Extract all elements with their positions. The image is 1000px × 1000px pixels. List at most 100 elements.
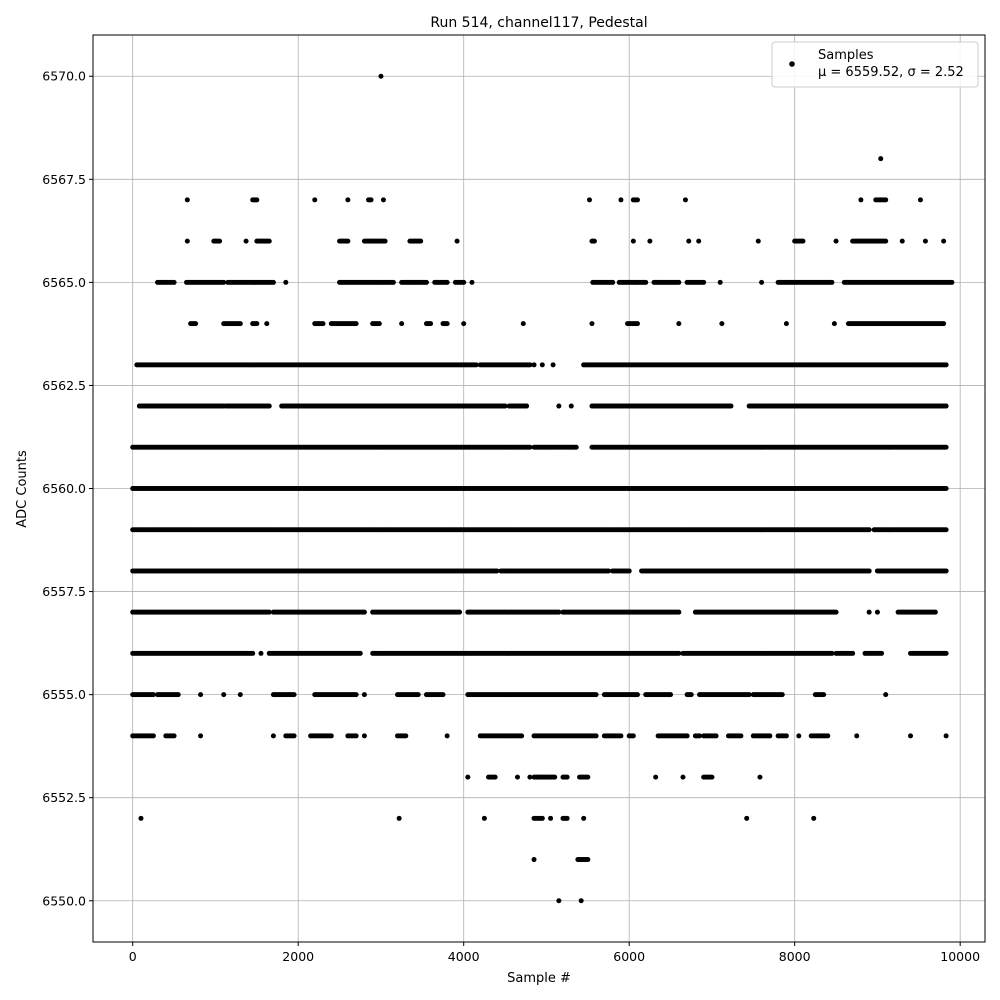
sample-point — [578, 898, 584, 904]
sample-point — [440, 692, 446, 698]
sample-point — [564, 774, 570, 780]
sample-point — [357, 650, 363, 656]
sample-point — [917, 197, 923, 203]
x-tick-label: 2000 — [282, 949, 314, 964]
y-tick-label: 6555.0 — [42, 687, 86, 702]
sample-point — [943, 568, 949, 574]
sample-point — [866, 527, 872, 533]
y-tick-label: 6550.0 — [42, 893, 86, 908]
sample-point — [874, 609, 880, 615]
sample-point — [250, 650, 256, 656]
sample-point — [701, 279, 707, 285]
sample-point — [198, 733, 204, 739]
sample-point — [492, 774, 498, 780]
y-tick-label: 6562.5 — [42, 378, 86, 393]
sample-point — [908, 733, 914, 739]
sample-point — [949, 279, 955, 285]
sample-point — [618, 197, 624, 203]
sample-point — [345, 197, 351, 203]
sample-point — [548, 815, 554, 821]
sample-point — [494, 568, 500, 574]
sample-point — [270, 733, 276, 739]
sample-point — [502, 403, 508, 409]
sample-point — [606, 568, 612, 574]
sample-point — [676, 279, 682, 285]
sample-point — [653, 774, 659, 780]
sample-point — [264, 321, 270, 327]
sample-point — [634, 197, 640, 203]
sample-point — [444, 733, 450, 739]
sample-point — [941, 321, 947, 327]
sample-point — [589, 321, 595, 327]
sample-point — [353, 733, 359, 739]
sample-point — [833, 609, 839, 615]
sample-point — [243, 238, 249, 244]
sample-point — [237, 321, 243, 327]
sample-point — [676, 321, 682, 327]
y-tick-label: 6570.0 — [42, 69, 86, 84]
y-tick-label: 6565.0 — [42, 275, 86, 290]
sample-point — [883, 692, 889, 698]
sample-point — [943, 362, 949, 368]
sample-point — [539, 815, 545, 821]
sample-point — [175, 692, 181, 698]
sample-point — [428, 321, 434, 327]
sample-point — [382, 238, 388, 244]
sample-point — [469, 279, 475, 285]
sample-point — [783, 733, 789, 739]
sample-point — [759, 279, 765, 285]
sample-point — [399, 321, 405, 327]
sample-point — [783, 321, 789, 327]
sample-point — [866, 609, 872, 615]
sample-point — [668, 692, 674, 698]
sample-point — [811, 815, 817, 821]
sample-point — [829, 279, 835, 285]
sample-point — [831, 321, 837, 327]
sample-point — [879, 650, 885, 656]
sample-point — [688, 692, 694, 698]
y-tick-label: 6557.5 — [42, 584, 86, 599]
y-tick-label: 6567.5 — [42, 172, 86, 187]
sample-point — [184, 197, 190, 203]
sample-point — [630, 733, 636, 739]
sample-point — [353, 692, 359, 698]
sample-point — [825, 733, 831, 739]
sample-point — [591, 238, 597, 244]
x-tick-label: 6000 — [613, 949, 645, 964]
sample-point — [744, 815, 750, 821]
sample-point — [531, 857, 537, 863]
sample-point — [696, 238, 702, 244]
sample-point — [647, 238, 653, 244]
sample-point — [586, 197, 592, 203]
sample-point — [593, 692, 599, 698]
sample-point — [738, 733, 744, 739]
sample-point — [556, 403, 562, 409]
sample-point — [626, 568, 632, 574]
sample-point — [854, 733, 860, 739]
sample-point — [184, 238, 190, 244]
sample-point — [556, 898, 562, 904]
sample-point — [193, 321, 199, 327]
sample-point — [254, 321, 260, 327]
sample-point — [713, 733, 719, 739]
sample-point — [415, 692, 421, 698]
x-tick-label: 4000 — [448, 949, 480, 964]
sample-point — [717, 279, 723, 285]
sample-point — [630, 238, 636, 244]
sample-point — [270, 279, 276, 285]
sample-point — [237, 692, 243, 698]
sample-point — [461, 321, 467, 327]
sample-point — [361, 733, 367, 739]
sample-point — [850, 650, 856, 656]
sample-point — [796, 733, 802, 739]
sample-point — [593, 733, 599, 739]
sample-point — [403, 733, 409, 739]
sample-point — [376, 321, 382, 327]
sample-point — [634, 692, 640, 698]
sample-point — [221, 692, 227, 698]
sample-point — [643, 279, 649, 285]
sample-point — [258, 650, 264, 656]
sample-point — [757, 774, 763, 780]
